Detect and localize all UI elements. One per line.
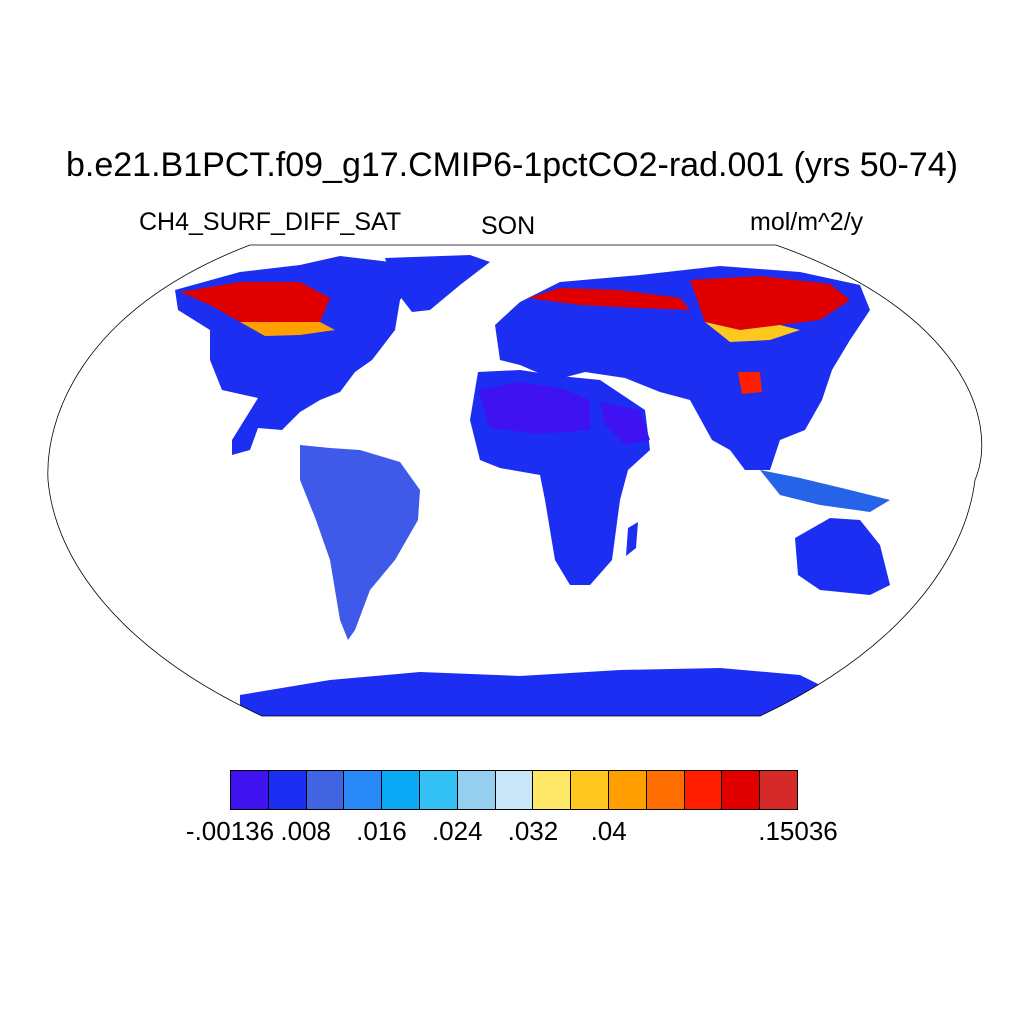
colorbar-swatch [608, 771, 647, 809]
colorbar-swatch [344, 771, 383, 809]
boreal-high-europe [528, 288, 690, 310]
variable-label: CH4_SURF_DIFF_SAT [139, 208, 402, 236]
colorbar-swatch [382, 771, 420, 809]
colorbar-swatch [457, 771, 496, 809]
colorbar-swatch [646, 771, 685, 809]
boreal-mid-siberia [705, 322, 800, 342]
colorbar-swatch [571, 771, 609, 809]
colorbar-tick-label: .016 [356, 816, 407, 846]
colorbar-swatch [268, 771, 307, 809]
colorbar-tick-label: -.00136 [185, 816, 275, 846]
boreal-high-siberia [690, 276, 850, 330]
colorbar-swatch [495, 771, 534, 809]
indonesia-landmass [760, 470, 890, 512]
boreal-high-canada [180, 282, 330, 330]
colorbar-swatch [306, 771, 345, 809]
colorbar-swatch [684, 771, 723, 809]
tibet-high [738, 372, 762, 394]
globe-outline [47, 244, 982, 717]
colorbar-tick-label: .032 [507, 816, 559, 846]
colorbar-tick-label: .008 [280, 816, 332, 846]
colorbar-swatch [760, 771, 797, 809]
arabia-low [600, 402, 650, 445]
colorbar [230, 770, 798, 810]
colorbar-tick-label: .15036 [758, 816, 838, 846]
colorbar-swatch [419, 771, 458, 809]
madagascar-landmass [626, 522, 638, 556]
antarctica-landmass [240, 668, 830, 716]
colorbar-swatch [722, 771, 761, 809]
boreal-high-canada-fringe [240, 322, 335, 336]
plot-title: b.e21.B1PCT.f09_g17.CMIP6-1pctCO2-rad.00… [65, 146, 958, 184]
sahara-low [478, 382, 590, 434]
colorbar-tick-label: .04 [590, 816, 627, 846]
australia-landmass [795, 518, 890, 595]
units-label: mol/m^2/y [750, 208, 864, 236]
colorbar-swatch [533, 771, 572, 809]
colorbar-swatch [231, 771, 269, 809]
greenland-landmass [385, 255, 490, 312]
south-america-landmass [300, 445, 420, 640]
season-label: SON [481, 212, 536, 240]
colorbar-tick-label: .024 [431, 816, 483, 846]
